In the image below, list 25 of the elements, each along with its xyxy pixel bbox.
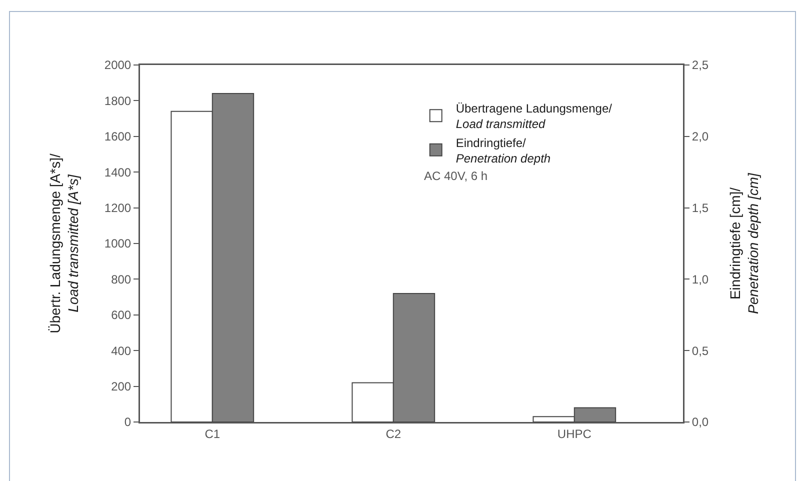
y2-tick-label: 2,0 (692, 130, 709, 144)
y-tick-label: 800 (111, 272, 132, 286)
y-tick-label: 0 (124, 415, 132, 430)
y-tick-label: 1800 (104, 94, 132, 108)
x-tick-label: UHPC (557, 426, 592, 441)
y-tick-label: 600 (111, 308, 132, 322)
y-tick-label: 1600 (104, 130, 132, 144)
x-tick-label: C2 (386, 426, 402, 441)
y2-tick-label: 1,0 (692, 272, 709, 286)
y2-tick-label: 1,5 (692, 201, 709, 215)
annotation: AC 40V, 6 h (424, 169, 488, 183)
x-tick-label: C1 (204, 426, 220, 441)
y2-tick-label: 0,0 (692, 415, 709, 430)
legend-label: Eindringtiefe/ Penetration depth (456, 136, 551, 166)
legend-label: Übertragene Ladungsmenge/ Load transmitted (456, 102, 613, 132)
y2-tick-label: 0,5 (692, 344, 709, 358)
y-tick-label: 1200 (104, 201, 132, 215)
y-tick-label: 400 (111, 344, 132, 358)
y-tick-label: 1400 (104, 165, 132, 180)
y-tick-label: 1000 (104, 236, 132, 251)
y-axis-title: Übertr. Ladungsmenge [A*s]/ Load transmitted [A*s] (47, 154, 82, 334)
y-tick-label: 2000 (104, 58, 132, 72)
y2-tick-label: 2,5 (692, 58, 709, 72)
y2-axis-title: Eindringtiefe [cm]/ Penetration depth [cm] (726, 172, 762, 314)
y-tick-label: 200 (111, 380, 132, 394)
